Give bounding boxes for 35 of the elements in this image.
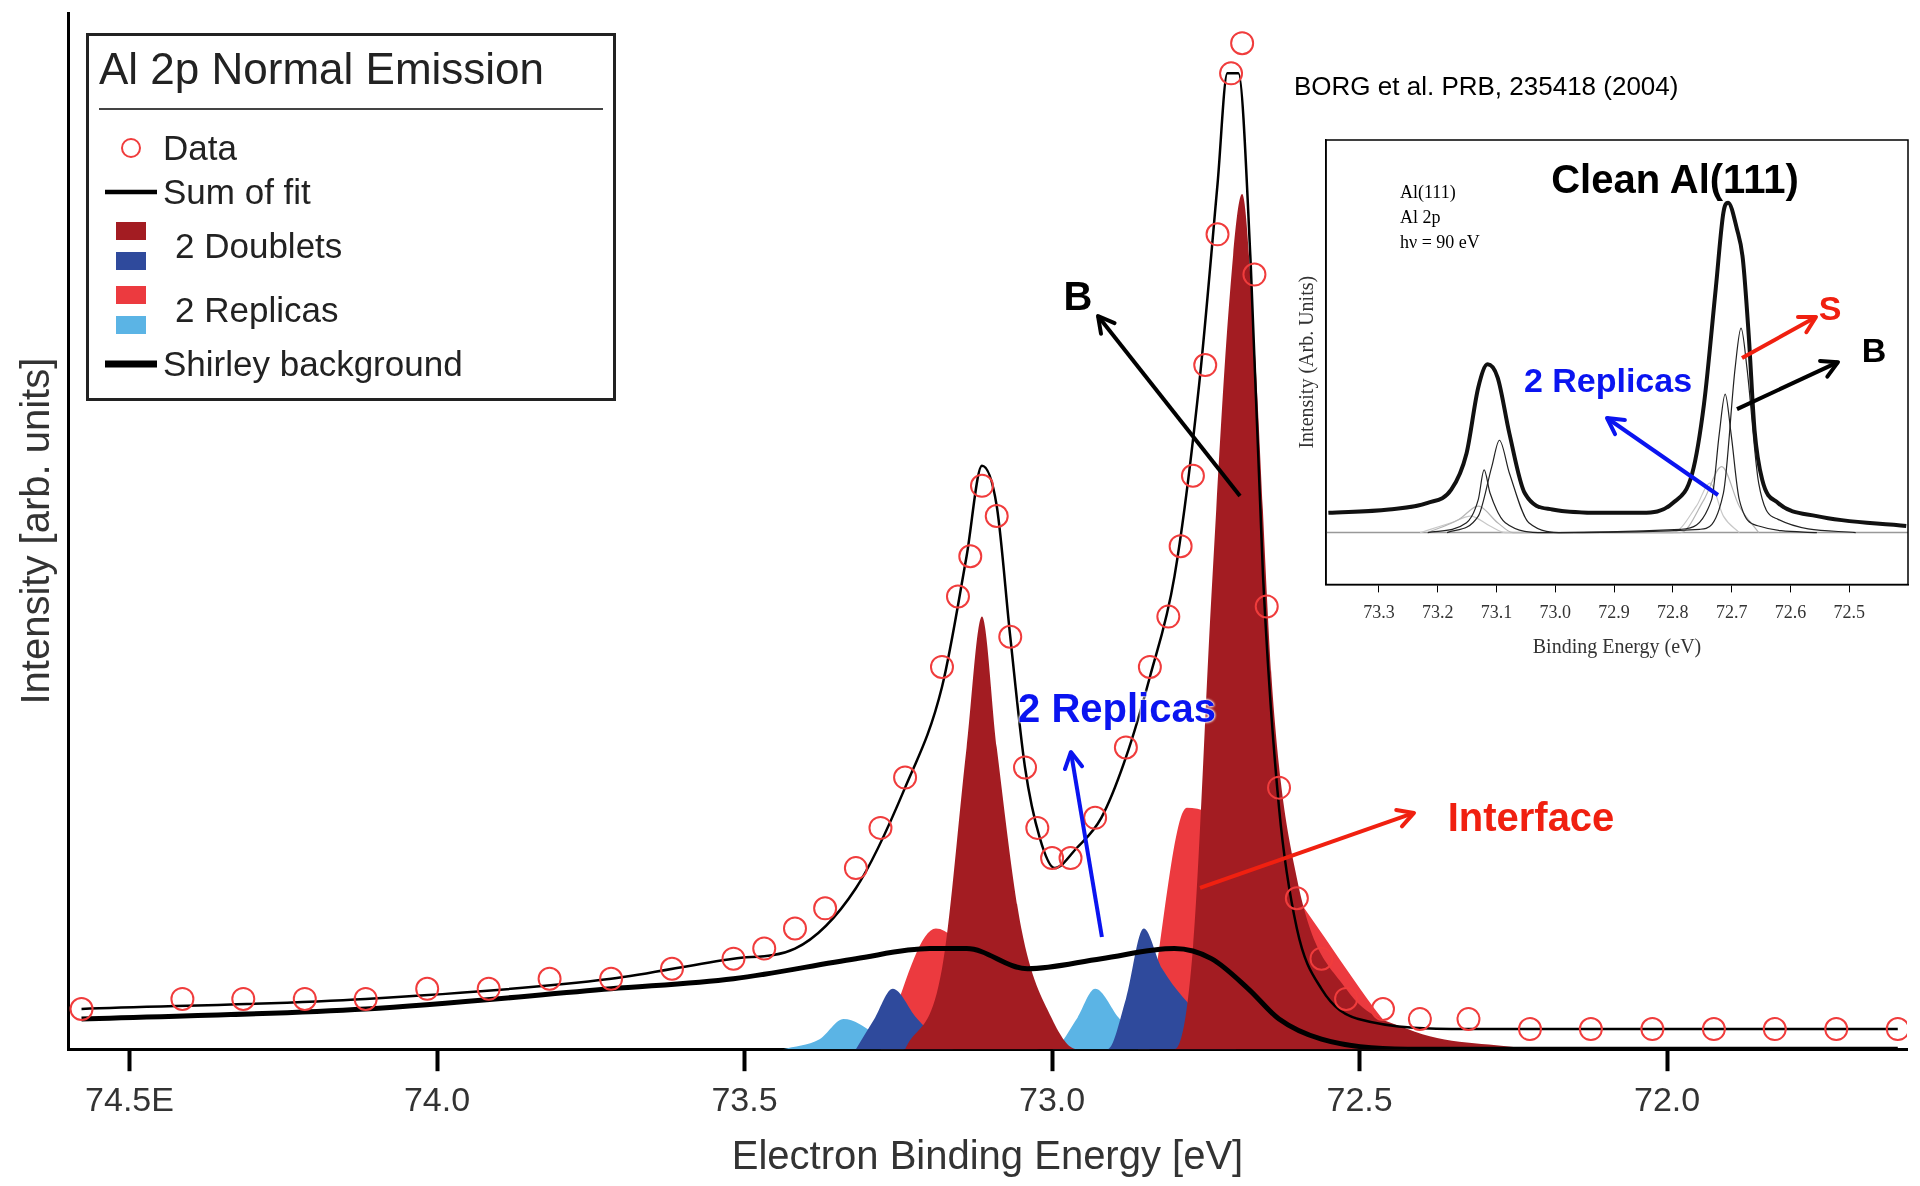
x-tick-label: 72.9 [1598,601,1630,622]
x-tick-label: 72.5 [1833,601,1865,622]
annotation: Al 2p [1400,206,1441,228]
annotation: S [1818,288,1842,328]
legend-label: Sum of fit [163,172,311,212]
annotation: BORG et al. PRB, 235418 (2004) [1294,70,1679,102]
x-axis-title: Binding Energy (eV) [1532,635,1702,659]
x-tick-label: 73.1 [1480,601,1513,622]
legend-title: Al 2p Normal Emission [99,44,603,110]
x-tick-label: 72.7 [1715,601,1748,622]
x-tick-label: 74.0 [403,1079,471,1118]
x-axis-title: Electron Binding Energy [eV] [731,1133,1244,1178]
x-tick-label: 73.5 [711,1079,778,1118]
x-tick-label: 72.8 [1657,601,1689,622]
chart-title: Clean Al(111) [1551,156,1799,202]
x-tick-label: 73.3 [1363,601,1395,622]
x-tick-label: 73.0 [1018,1079,1086,1118]
x-tick-label: 73.2 [1421,601,1454,622]
annotation: Interface [1447,794,1615,840]
y-axis-title: Intensity (Arb. Units) [1295,275,1319,449]
x-tick-label: 72.6 [1774,601,1807,622]
x-tick-label: 74.5E [85,1079,174,1118]
annotation: B [1063,273,1093,319]
legend-label: Data [163,128,237,168]
legend-label: Shirley background [163,344,463,384]
annotation: 2 Replicas [1523,360,1693,400]
y-axis-title: Intensity [arb. units] [13,357,58,705]
annotation: hν = 90 eV [1400,231,1480,253]
x-tick-label: 72.5 [1326,1079,1393,1118]
legend-label: 2 Doublets [175,226,343,266]
x-tick-label: 73.0 [1539,601,1572,622]
annotation: B [1861,330,1887,370]
x-tick-label: 72.0 [1634,1079,1701,1118]
legend-label: 2 Replicas [175,290,339,330]
annotation: Al(111) [1400,181,1456,203]
